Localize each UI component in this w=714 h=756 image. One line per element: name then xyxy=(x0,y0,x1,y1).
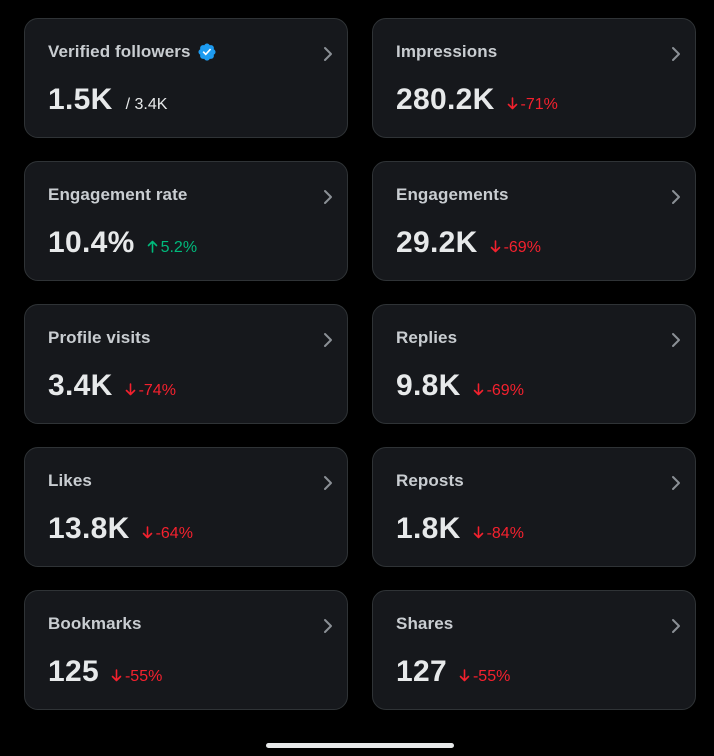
metric-value-row: 127 -55% xyxy=(396,655,510,689)
metric-change-value: -55% xyxy=(472,668,511,685)
metric-value: 127 xyxy=(396,655,447,688)
metric-value: 3.4K xyxy=(48,369,113,402)
metric-label: Replies xyxy=(396,328,458,347)
metric-value-row: 29.2K -69% xyxy=(396,226,541,260)
metric-card-bookmarks[interactable]: Bookmarks 125 -55% xyxy=(24,590,348,710)
metric-change: -69% xyxy=(490,239,541,257)
metric-label-wrap: Likes xyxy=(48,471,92,491)
arrow-up-icon xyxy=(147,240,157,253)
metric-value: 280.2K xyxy=(396,83,495,116)
metric-change-value: 5.2% xyxy=(160,239,198,256)
metric-label-wrap: Bookmarks xyxy=(48,614,142,634)
chevron-right-icon xyxy=(669,330,683,350)
metric-value-row: 280.2K -71% xyxy=(396,83,558,117)
chevron-right-icon xyxy=(321,330,335,350)
metric-value-row: 13.8K -64% xyxy=(48,512,193,546)
metric-change: 5.2% xyxy=(147,239,197,257)
metric-label-wrap: Reposts xyxy=(396,471,464,491)
metric-label: Verified followers xyxy=(48,42,191,61)
arrow-down-icon xyxy=(490,240,500,253)
metric-change: -55% xyxy=(111,668,162,686)
metric-total: / 3.4K xyxy=(125,96,168,113)
metric-card-engagements[interactable]: Engagements 29.2K -69% xyxy=(372,161,696,281)
metric-card-verified-followers[interactable]: Verified followers 1.5K / 3.4K xyxy=(24,18,348,138)
metric-card-engagement-rate[interactable]: Engagement rate 10.4% 5.2% xyxy=(24,161,348,281)
arrow-down-icon xyxy=(507,97,517,110)
metric-label-wrap: Verified followers xyxy=(48,42,217,62)
metric-card-impressions[interactable]: Impressions 280.2K -71% xyxy=(372,18,696,138)
metric-value: 10.4% xyxy=(48,226,135,259)
metric-label-wrap: Engagement rate xyxy=(48,185,187,205)
metric-value: 125 xyxy=(48,655,99,688)
metric-change: -69% xyxy=(473,382,524,400)
metric-label: Engagements xyxy=(396,185,509,204)
chevron-right-icon xyxy=(321,616,335,636)
metric-value-row: 9.8K -69% xyxy=(396,369,524,403)
metric-change-value: -74% xyxy=(138,382,176,399)
metric-value-row: 1.8K -84% xyxy=(396,512,524,546)
metric-change: -74% xyxy=(125,382,176,400)
arrow-down-icon xyxy=(473,526,483,539)
metric-card-replies[interactable]: Replies 9.8K -69% xyxy=(372,304,696,424)
metric-label: Shares xyxy=(396,614,454,633)
metric-card-profile-visits[interactable]: Profile visits 3.4K -74% xyxy=(24,304,348,424)
arrow-down-icon xyxy=(473,383,483,396)
metric-value: 9.8K xyxy=(396,369,461,402)
metric-change-value: -84% xyxy=(486,525,524,542)
metric-change: -64% xyxy=(142,525,193,543)
metric-value-row: 10.4% 5.2% xyxy=(48,226,197,260)
metric-value-row: 3.4K -74% xyxy=(48,369,176,403)
metric-label-wrap: Shares xyxy=(396,614,453,634)
home-indicator[interactable] xyxy=(266,743,454,748)
metric-change-value: -69% xyxy=(486,382,524,399)
metric-label: Profile visits xyxy=(48,328,151,347)
metric-value: 1.5K xyxy=(48,83,113,116)
metric-change: -84% xyxy=(473,525,524,543)
arrow-down-icon xyxy=(142,526,152,539)
metric-label-wrap: Engagements xyxy=(396,185,509,205)
metric-label: Engagement rate xyxy=(48,185,188,204)
metric-card-shares[interactable]: Shares 127 -55% xyxy=(372,590,696,710)
arrow-down-icon xyxy=(111,669,122,682)
metric-change-value: -64% xyxy=(155,525,193,542)
metric-label: Reposts xyxy=(396,471,464,490)
arrow-down-icon xyxy=(125,383,135,396)
metric-label-wrap: Profile visits xyxy=(48,328,151,348)
verified-badge-icon xyxy=(197,42,217,62)
chevron-right-icon xyxy=(669,187,683,207)
metric-label: Likes xyxy=(48,471,92,490)
metric-label: Bookmarks xyxy=(48,614,142,633)
metric-change-value: -69% xyxy=(503,239,541,256)
metric-label: Impressions xyxy=(396,42,498,61)
chevron-right-icon xyxy=(321,473,335,493)
chevron-right-icon xyxy=(321,44,335,64)
chevron-right-icon xyxy=(669,44,683,64)
metric-label-wrap: Impressions xyxy=(396,42,497,62)
chevron-right-icon xyxy=(669,616,683,636)
metric-value: 13.8K xyxy=(48,512,130,545)
metrics-grid: Verified followers 1.5K / 3.4K Impressio… xyxy=(24,18,696,710)
metric-change: -55% xyxy=(459,668,510,686)
metric-change-value: -55% xyxy=(124,668,163,685)
metric-change: -71% xyxy=(507,96,558,114)
metric-change-value: -71% xyxy=(520,96,558,113)
chevron-right-icon xyxy=(669,473,683,493)
metric-value: 1.8K xyxy=(396,512,461,545)
metric-card-reposts[interactable]: Reposts 1.8K -84% xyxy=(372,447,696,567)
metric-value-row: 125 -55% xyxy=(48,655,162,689)
metric-value: 29.2K xyxy=(396,226,478,259)
metric-label-wrap: Replies xyxy=(396,328,457,348)
metric-value-row: 1.5K / 3.4K xyxy=(48,83,167,117)
metric-card-likes[interactable]: Likes 13.8K -64% xyxy=(24,447,348,567)
arrow-down-icon xyxy=(459,669,470,682)
chevron-right-icon xyxy=(321,187,335,207)
